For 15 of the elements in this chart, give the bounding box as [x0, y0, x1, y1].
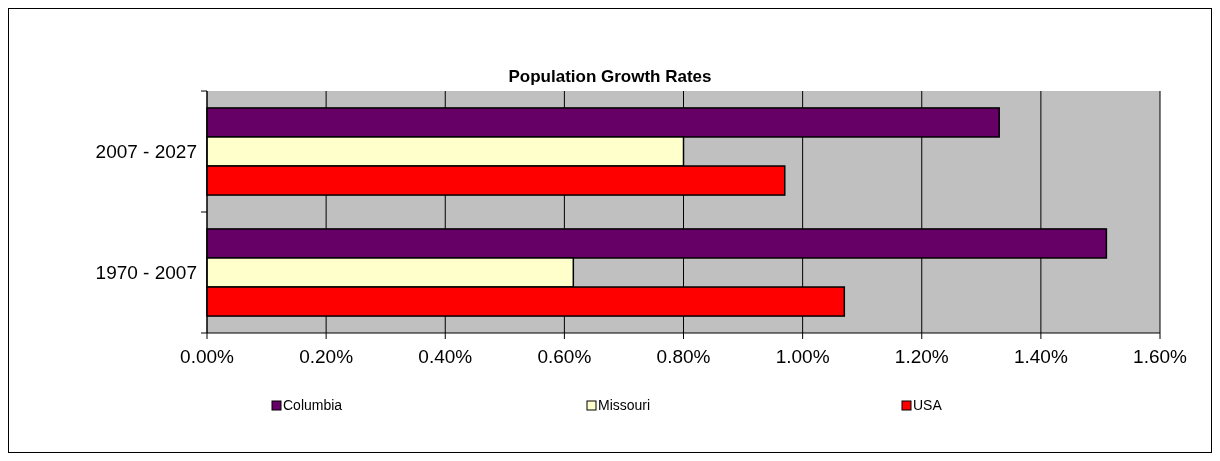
legend-label: Columbia: [283, 397, 343, 413]
x-tick-label: 1.20%: [894, 346, 949, 367]
x-tick-label: 0.00%: [180, 346, 235, 367]
y-tick-label: 1970 - 2007: [95, 262, 197, 284]
chart-title: Population Growth Rates: [508, 67, 712, 86]
x-tick-label: 0.20%: [299, 346, 354, 367]
x-tick-label: 1.40%: [1013, 346, 1068, 367]
x-tick-label: 0.60%: [537, 346, 592, 367]
x-tick-label: 0.40%: [418, 346, 473, 367]
y-tick-label: 2007 - 2027: [95, 141, 197, 163]
x-tick-label: 1.00%: [775, 346, 830, 367]
x-tick-label: 1.60%: [1133, 346, 1188, 367]
legend-label: Missouri: [598, 397, 651, 413]
x-tick-label: 0.80%: [656, 346, 711, 367]
legend-label: USA: [913, 397, 943, 413]
